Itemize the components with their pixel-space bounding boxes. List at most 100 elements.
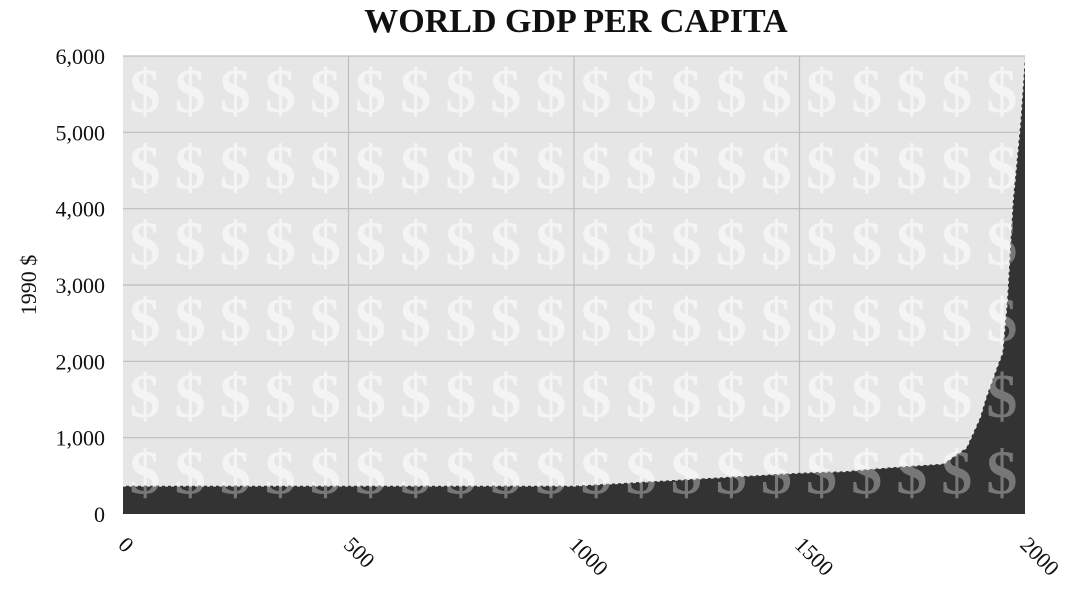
dollar-sign-icon: $ — [175, 516, 206, 584]
dollar-sign-icon: $ — [445, 516, 476, 584]
dollar-sign-icon: $ — [355, 134, 386, 202]
dollar-sign-icon: $ — [220, 363, 251, 431]
dollar-sign-icon: $ — [626, 211, 657, 279]
dollar-sign-icon: $ — [400, 516, 431, 584]
dollar-sign-icon: $ — [445, 58, 476, 126]
dollar-sign-icon: $ — [445, 363, 476, 431]
dollar-sign-icon: $ — [986, 516, 1017, 584]
dollar-sign-icon: $ — [310, 516, 341, 584]
dollar-sign-icon: $ — [626, 287, 657, 355]
dollar-sign-icon: $ — [445, 134, 476, 202]
dollar-sign-icon: $ — [941, 287, 972, 355]
dollar-sign-icon: $ — [716, 211, 747, 279]
chart-title: WORLD GDP PER CAPITA — [364, 3, 788, 40]
dollar-sign-icon: $ — [490, 287, 521, 355]
dollar-sign-icon: $ — [671, 516, 702, 584]
dollar-sign-icon: $ — [175, 211, 206, 279]
dollar-sign-icon: $ — [400, 363, 431, 431]
dollar-sign-icon: $ — [761, 516, 792, 584]
dollar-sign-icon: $ — [806, 363, 837, 431]
gdp-line — [123, 55, 1026, 487]
dollar-sign-icon: $ — [310, 287, 341, 355]
dollar-sign-icon: $ — [535, 211, 566, 279]
dollar-sign-icon: $ — [716, 134, 747, 202]
dollar-sign-icon: $ — [896, 211, 927, 279]
dollar-sign-icon: $ — [355, 363, 386, 431]
dollar-sign-icon: $ — [941, 363, 972, 431]
dollar-sign-icon: $ — [490, 211, 521, 279]
dollar-sign-icon: $ — [130, 134, 161, 202]
dollar-sign-icon: $ — [220, 516, 251, 584]
dollar-sign-icon: $ — [941, 516, 972, 584]
x-tick-label: 0 — [113, 532, 138, 557]
x-tick-label: 1500 — [790, 532, 839, 581]
dollar-sign-icon: $ — [896, 516, 927, 584]
dollar-sign-icon: $ — [535, 58, 566, 126]
dollar-sign-icon: $ — [265, 516, 296, 584]
dollar-sign-icon: $ — [220, 58, 251, 126]
dollar-sign-icon: $ — [130, 211, 161, 279]
dollar-sign-icon: $ — [761, 58, 792, 126]
dollar-sign-icon: $ — [400, 58, 431, 126]
dollar-sign-icon: $ — [851, 363, 882, 431]
dollar-sign-icon: $ — [626, 58, 657, 126]
dollar-sign-icon: $ — [310, 211, 341, 279]
dollar-sign-icon: $ — [716, 516, 747, 584]
dollar-sign-icon: $ — [896, 58, 927, 126]
dollar-sign-icon: $ — [671, 211, 702, 279]
y-tick-label: 4,000 — [56, 197, 106, 222]
dollar-sign-icon: $ — [175, 58, 206, 126]
dollar-sign-icon: $ — [220, 211, 251, 279]
dollar-sign-icon: $ — [896, 363, 927, 431]
dollar-sign-icon: $ — [896, 134, 927, 202]
y-axis-ticks: 0 1,000 2,000 3,000 4,000 5,000 6,000 — [56, 44, 106, 527]
dollar-sign-icon: $ — [581, 211, 612, 279]
dollar-sign-icon: $ — [535, 363, 566, 431]
dollar-sign-icon: $ — [941, 134, 972, 202]
dollar-sign-icon: $ — [535, 134, 566, 202]
dollar-sign-icon: $ — [490, 134, 521, 202]
dollar-sign-icon: $ — [626, 363, 657, 431]
dollar-sign-icon: $ — [175, 516, 206, 584]
dollar-sign-icon: $ — [220, 287, 251, 355]
dollar-sign-icon: $ — [671, 58, 702, 126]
dollar-sign-icon: $ — [265, 134, 296, 202]
dollar-sign-icon: $ — [490, 516, 521, 584]
dollar-sign-icon: $ — [851, 287, 882, 355]
y-tick-label: 2,000 — [56, 349, 106, 374]
dollar-sign-icon: $ — [220, 134, 251, 202]
dollar-sign-icon: $ — [806, 287, 837, 355]
x-tick-label: 2000 — [1015, 532, 1064, 581]
dollar-sign-icon: $ — [986, 440, 1017, 508]
dollar-sign-icon: $ — [806, 211, 837, 279]
dollar-sign-icon: $ — [761, 287, 792, 355]
y-axis-label: 1990 $ — [16, 255, 41, 316]
dollar-sign-icon: $ — [130, 58, 161, 126]
x-tick-label: 500 — [339, 532, 380, 573]
dollar-sign-icon: $ — [581, 363, 612, 431]
dollar-sign-icon: $ — [941, 516, 972, 584]
dollar-sign-icon: $ — [310, 516, 341, 584]
dollar-sign-icon: $ — [761, 516, 792, 584]
dollar-sign-icon: $ — [626, 516, 657, 584]
dollar-sign-icon: $ — [716, 287, 747, 355]
gdp-area — [123, 56, 1025, 514]
dollar-sign-icon: $ — [400, 516, 431, 584]
dollar-sign-icon: $ — [626, 134, 657, 202]
dollar-sign-icon: $ — [896, 287, 927, 355]
dollar-sign-icon: $ — [310, 134, 341, 202]
dollar-sign-icon: $ — [986, 58, 1017, 126]
dollar-sign-icon: $ — [626, 516, 657, 584]
dollar-sign-icon: $ — [490, 58, 521, 126]
dollar-sign-icon: $ — [671, 134, 702, 202]
dollar-pattern-background: $ $ $ $ $ $ $ $ $ $ $ $ $ $ $ $ $ $ $ $$ $ $ $ $ $ $ $ $ $ $ $ $ $ $ $ $ $ $ $… — [130, 58, 1018, 584]
dollar-sign-icon: $ — [355, 287, 386, 355]
dollar-sign-icon: $ — [220, 516, 251, 584]
dollar-sign-icon: $ — [400, 211, 431, 279]
dollar-sign-icon: $ — [265, 211, 296, 279]
dollar-sign-icon: $ — [761, 211, 792, 279]
dollar-sign-icon: $ — [265, 363, 296, 431]
dollar-sign-icon: $ — [490, 363, 521, 431]
